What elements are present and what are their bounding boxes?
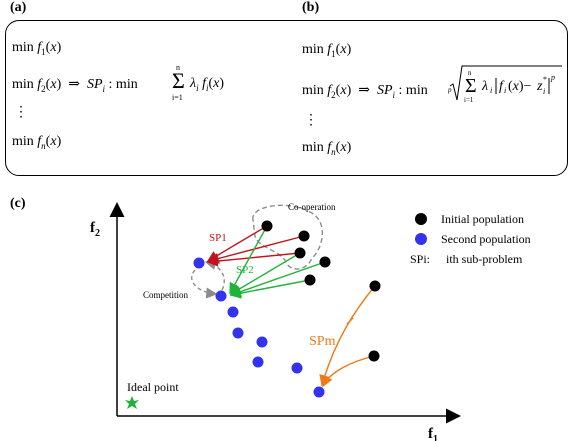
second-point <box>313 386 325 398</box>
initial-point <box>298 230 310 242</box>
panel-b-root-formula: p Σ n i=1 λ i f i (x)− z * i p <box>448 65 562 104</box>
legend-sp-prefix: SPi: <box>410 252 430 266</box>
legend-second-marker <box>415 233 427 245</box>
second-point <box>227 306 239 318</box>
svg-text:(x)−: (x)− <box>508 79 532 94</box>
cooperation-region <box>252 204 324 270</box>
competition-arrow-up <box>204 258 225 291</box>
second-point <box>252 356 264 368</box>
x-axis-label: f1 <box>428 426 438 441</box>
second-point <box>232 327 244 339</box>
initial-point <box>369 280 381 292</box>
svg-text:p: p <box>550 73 555 82</box>
initial-point <box>319 256 331 268</box>
initial-point <box>261 220 273 232</box>
panel-b-line-2: min f2(x) ⇒ SPi : min <box>302 83 428 100</box>
svg-text:*: * <box>543 75 547 84</box>
legend-initial-marker <box>415 213 427 225</box>
legend: Initial population Second population SPi… <box>410 212 531 266</box>
initial-point <box>368 350 380 362</box>
competition-arrow-down <box>190 269 218 299</box>
second-point <box>193 257 205 269</box>
panel-a-sigma: Σ <box>172 68 185 93</box>
svg-text:i: i <box>490 86 492 95</box>
panel-b-sum-bottom: i=1 <box>464 96 474 104</box>
cooperation-label: Co-operation <box>288 202 336 212</box>
second-population <box>193 257 325 398</box>
panel-c-label: (c) <box>10 196 26 211</box>
svg-text:z: z <box>536 79 543 94</box>
second-point <box>215 290 227 302</box>
svg-text:i: i <box>504 86 506 95</box>
panel-a-line-2: min f2(x) ⇒ SPi : min <box>12 77 138 94</box>
legend-sp-text: ith sub-problem <box>446 252 523 266</box>
spm-label: SPm <box>309 334 336 349</box>
sp1-label: SP1 <box>209 232 227 244</box>
panel-b-line-1: min f1(x) <box>302 42 352 59</box>
panel-b-root-index: p <box>448 86 452 94</box>
second-point <box>291 362 303 374</box>
panel-b-sum-top: n <box>468 69 472 77</box>
second-point <box>256 336 268 348</box>
legend-second-label: Second population <box>441 232 531 246</box>
panel-b-label: (b) <box>302 0 320 15</box>
panel-a-line-4: min fn(x) <box>12 134 62 151</box>
panel-b-vdots: ⋮ <box>304 113 318 128</box>
svg-text:f: f <box>499 79 505 94</box>
y-axis-label: f2 <box>90 220 100 239</box>
legend-initial-label: Initial population <box>441 212 524 226</box>
panel-a-sum-bottom: i=1 <box>172 93 183 102</box>
panel-a-term: λi fi(x) <box>190 76 225 93</box>
panel-b-sigma: Σ <box>465 75 477 97</box>
panel-a-sum-top: n <box>176 63 180 72</box>
competition-label: Competition <box>143 290 189 300</box>
panel-a-label: (a) <box>10 0 27 15</box>
ideal-point-label: Ideal point <box>127 380 179 394</box>
initial-population <box>261 220 381 362</box>
initial-point <box>294 247 306 259</box>
panel-a-vdots: ⋮ <box>14 105 28 120</box>
ideal-point-star <box>125 396 139 409</box>
panel-a-line-1: min f1(x) <box>12 40 62 57</box>
sp2-label: SP2 <box>236 264 254 276</box>
panel-b-line-4: min fn(x) <box>302 140 352 157</box>
svg-text:i: i <box>543 87 545 96</box>
equation-box <box>5 20 568 176</box>
initial-point <box>304 274 316 286</box>
svg-text:λ: λ <box>481 79 488 94</box>
